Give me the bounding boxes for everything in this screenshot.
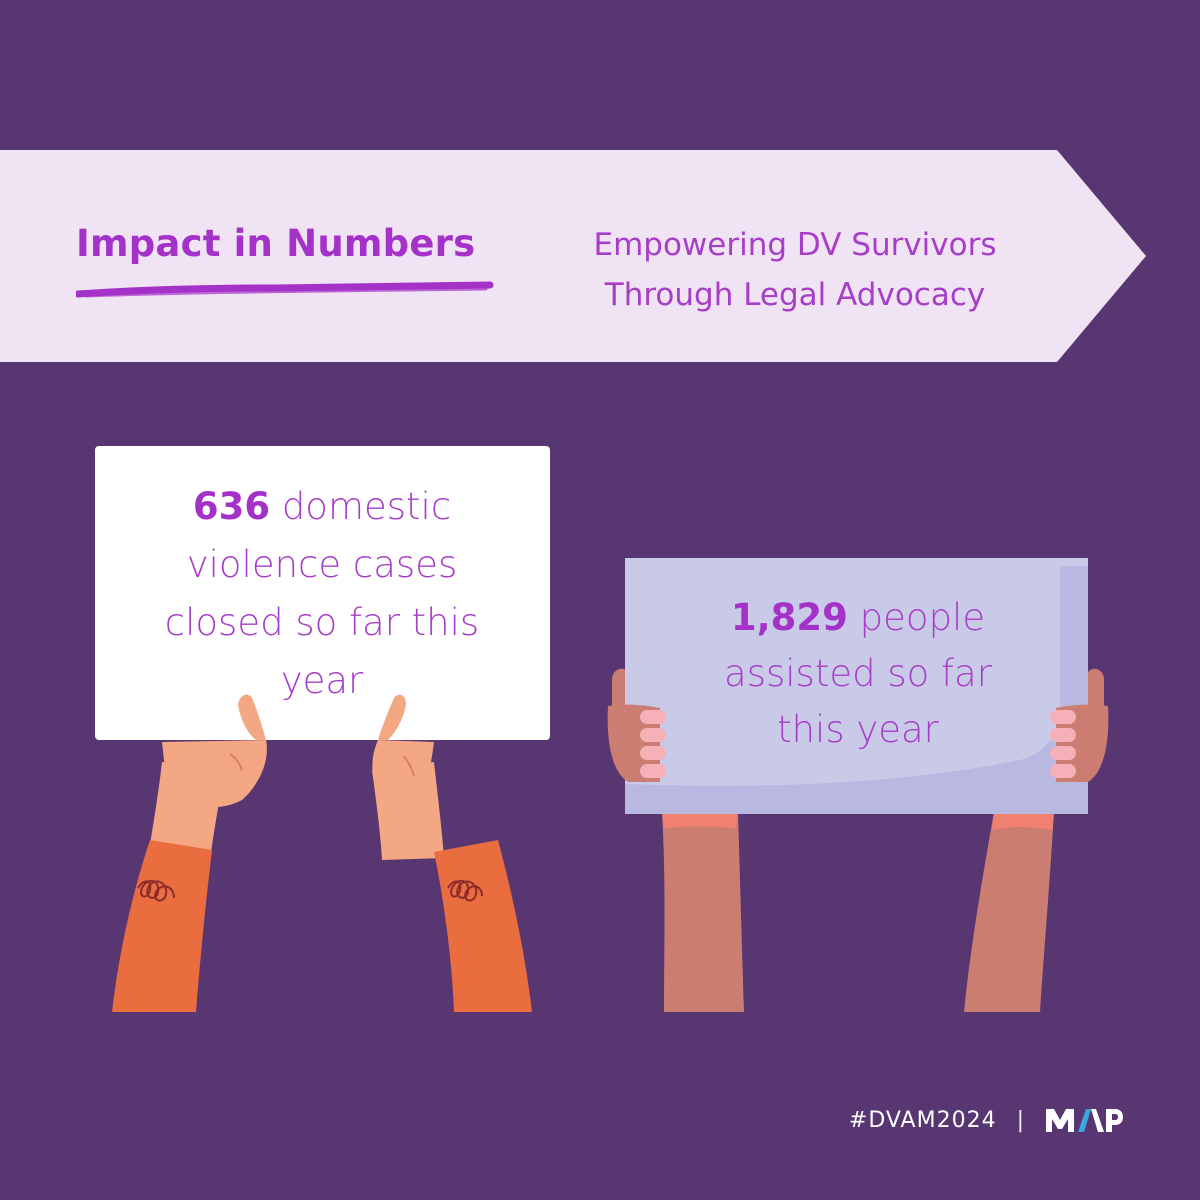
sign-1-line1: 636 domestic <box>110 478 534 536</box>
sign-1-number: 636 <box>192 485 271 528</box>
sign-2-text-line2: assisted so far <box>724 652 992 695</box>
banner-subtitle-line2: Through Legal Advocacy <box>604 277 986 313</box>
footer: #DVAM2024 | <box>849 1098 1124 1142</box>
map-logo-icon <box>1046 1109 1123 1132</box>
brush-underline-icon <box>76 281 494 298</box>
banner-subtitle: Empowering DV Survivors Through Legal Ad… <box>540 220 1050 320</box>
sign-2-text-line1: people <box>847 596 986 639</box>
sign-1-text-line1: domestic <box>270 485 452 528</box>
sign-2-number: 1,829 <box>730 596 848 639</box>
banner-subtitle-line1: Empowering DV Survivors <box>593 227 997 263</box>
sign-1-text-line3: closed so far this <box>164 601 480 644</box>
banner-title: Impact in Numbers <box>76 222 476 265</box>
footer-separator: | <box>1016 1107 1024 1133</box>
right-group-fingers <box>607 704 1109 782</box>
sign-1-text: 636 domestic violence cases closed so fa… <box>110 478 534 710</box>
sign-2-shadow <box>625 566 1088 814</box>
sign-1-text-line4: year <box>280 659 364 702</box>
sign-2-text-line3: this year <box>777 708 939 751</box>
sign-2-line1: 1,829 people <box>640 590 1076 646</box>
sign-1-text-line2: violence cases <box>186 543 458 586</box>
left-group-hands <box>162 694 434 808</box>
sign-2-text: 1,829 people assisted so far this year <box>640 590 1076 758</box>
sign-1 <box>95 446 550 740</box>
hashtag: #DVAM2024 <box>848 1107 997 1133</box>
